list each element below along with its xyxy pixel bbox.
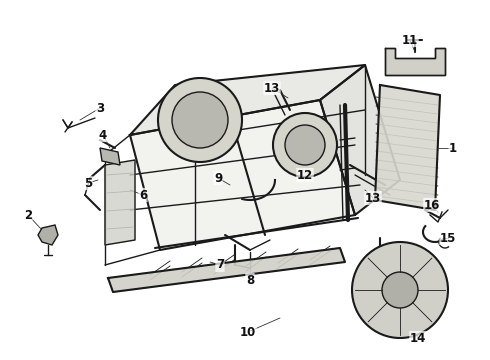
Text: 7: 7 bbox=[216, 258, 224, 271]
Polygon shape bbox=[38, 225, 58, 245]
Text: 3: 3 bbox=[96, 102, 104, 114]
Polygon shape bbox=[385, 48, 445, 75]
Text: 13: 13 bbox=[264, 81, 280, 95]
Text: 9: 9 bbox=[214, 171, 222, 185]
Polygon shape bbox=[375, 85, 440, 210]
Text: 4: 4 bbox=[99, 129, 107, 141]
Polygon shape bbox=[320, 65, 400, 215]
Circle shape bbox=[172, 92, 228, 148]
Polygon shape bbox=[130, 100, 355, 250]
Text: 11: 11 bbox=[402, 33, 418, 46]
Polygon shape bbox=[100, 148, 120, 165]
Text: 10: 10 bbox=[240, 325, 256, 338]
Text: 6: 6 bbox=[139, 189, 147, 202]
Text: 13: 13 bbox=[365, 192, 381, 204]
Circle shape bbox=[273, 113, 337, 177]
Polygon shape bbox=[105, 160, 135, 245]
Text: 12: 12 bbox=[297, 168, 313, 181]
Polygon shape bbox=[130, 65, 365, 135]
Circle shape bbox=[352, 242, 448, 338]
Text: 14: 14 bbox=[410, 332, 426, 345]
Text: 1: 1 bbox=[449, 141, 457, 154]
Text: 16: 16 bbox=[424, 198, 440, 212]
Circle shape bbox=[382, 272, 418, 308]
Text: 15: 15 bbox=[440, 231, 456, 244]
Text: 5: 5 bbox=[84, 176, 92, 189]
Text: 8: 8 bbox=[246, 274, 254, 287]
Circle shape bbox=[285, 125, 325, 165]
Circle shape bbox=[158, 78, 242, 162]
Text: 2: 2 bbox=[24, 208, 32, 221]
Polygon shape bbox=[108, 248, 345, 292]
